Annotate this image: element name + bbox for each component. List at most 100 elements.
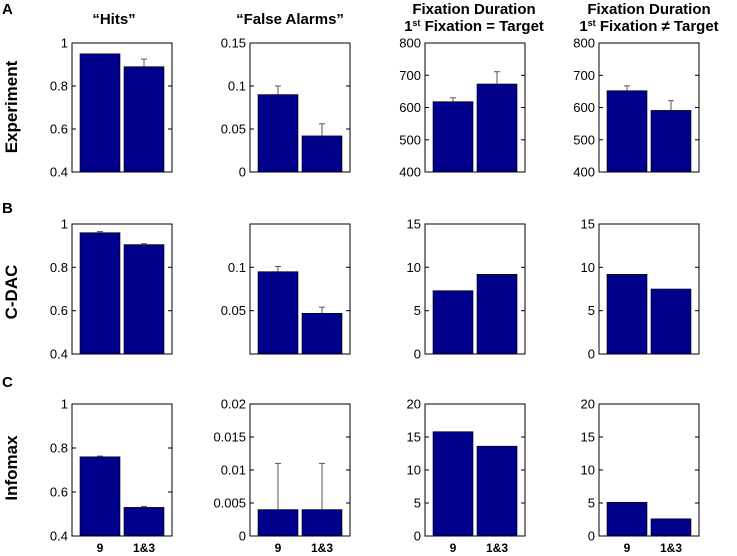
y-tick-label: 0.1 xyxy=(228,260,246,275)
x-tick-label: 1&3 xyxy=(133,541,155,555)
y-tick-label: 0 xyxy=(414,347,421,362)
panel-experiment-2: 0 0.05 0.1 0.15 xyxy=(221,36,351,180)
bar-9 xyxy=(606,273,648,355)
y-tick-label: 0.015 xyxy=(213,430,246,445)
y-tick-label: 0.8 xyxy=(50,441,68,456)
row-label-cdac: C-DAC xyxy=(2,265,21,320)
column-subtitle-fixation-target: 1st Fixation = Target xyxy=(404,18,544,35)
y-tick-label: 1 xyxy=(61,36,68,51)
bar-1-3 xyxy=(301,312,343,355)
y-tick-label: 0.1 xyxy=(228,79,246,94)
y-tick-label: 0 xyxy=(239,165,246,180)
panel-infomax-1: 0.4 0.6 0.8 1 9 1&3 xyxy=(50,397,173,555)
y-tick-label: 5 xyxy=(588,496,595,511)
panel-experiment-1: 0.4 0.6 0.8 1 xyxy=(50,36,173,180)
axes-box xyxy=(249,223,351,355)
panel-experiment-4: 400 500 600 700 800 xyxy=(573,36,700,180)
bar-9 xyxy=(606,90,648,173)
column-title-fixation-nontarget: Fixation Duration xyxy=(587,1,710,18)
bar-1-3 xyxy=(301,135,343,173)
column-title-hits: “Hits” xyxy=(92,11,135,28)
y-tick-label: 0.6 xyxy=(50,122,68,137)
y-tick-label: 700 xyxy=(573,68,595,83)
axes-box xyxy=(249,42,351,173)
y-tick-label: 10 xyxy=(581,463,595,478)
bar-1-3 xyxy=(123,507,165,537)
y-tick-label: 0 xyxy=(588,529,595,544)
column-subtitle-fixation-nontarget: 1st Fixation ≠ Target xyxy=(579,18,718,35)
y-tick-label: 800 xyxy=(399,36,421,51)
y-tick-label: 0.01 xyxy=(221,463,246,478)
bar-9 xyxy=(606,501,648,537)
bar-1-3 xyxy=(650,288,692,355)
y-tick-label: 0.05 xyxy=(221,303,246,318)
y-tick-label: 1 xyxy=(61,217,68,232)
bar-9 xyxy=(79,232,121,355)
bar-9 xyxy=(257,94,299,173)
y-tick-label: 0 xyxy=(588,347,595,362)
bar-1-3 xyxy=(123,66,165,173)
y-tick-label: 20 xyxy=(581,397,595,412)
panel-c-dac-4: 0 5 10 15 xyxy=(581,217,700,362)
y-tick-label: 500 xyxy=(399,132,421,147)
panel-infomax-4: 0 5 10 15 20 9 1&3 xyxy=(581,397,700,555)
panel-letter-c: C xyxy=(2,374,13,391)
y-tick-label: 0 xyxy=(239,529,246,544)
y-tick-label: 15 xyxy=(581,217,595,232)
y-tick-label: 5 xyxy=(588,303,595,318)
y-tick-label: 400 xyxy=(573,165,595,180)
y-tick-label: 500 xyxy=(573,132,595,147)
x-tick-label: 1&3 xyxy=(311,541,333,555)
y-tick-label: 600 xyxy=(399,100,421,115)
axes-box xyxy=(71,403,173,537)
panel-experiment-3: 400 500 600 700 800 xyxy=(399,36,526,180)
axes-box xyxy=(598,223,700,355)
x-tick-label: 1&3 xyxy=(486,541,508,555)
column-title-fixation-target: Fixation Duration xyxy=(412,1,535,18)
x-tick-label: 1&3 xyxy=(660,541,682,555)
bar-1-3 xyxy=(123,244,165,355)
y-tick-label: 0.4 xyxy=(50,529,68,544)
y-tick-label: 15 xyxy=(407,217,421,232)
y-tick-label: 10 xyxy=(581,260,595,275)
bar-9 xyxy=(79,53,121,173)
x-tick-label: 9 xyxy=(450,541,457,555)
bar-9 xyxy=(432,290,474,355)
x-tick-label: 9 xyxy=(624,541,631,555)
bar-9 xyxy=(257,509,299,537)
axes-box xyxy=(71,42,173,173)
y-tick-label: 600 xyxy=(573,100,595,115)
y-tick-label: 5 xyxy=(414,496,421,511)
y-tick-label: 700 xyxy=(399,68,421,83)
y-tick-label: 800 xyxy=(573,36,595,51)
bar-1-3 xyxy=(650,518,692,537)
panel-c-dac-1: 0.4 0.6 0.8 1 xyxy=(50,217,173,362)
bar-1-3 xyxy=(301,509,343,537)
column-title-false-alarms: “False Alarms” xyxy=(236,11,344,28)
y-tick-label: 10 xyxy=(407,463,421,478)
x-tick-label: 9 xyxy=(275,541,282,555)
bar-9 xyxy=(257,271,299,355)
bar-9 xyxy=(432,431,474,537)
y-tick-label: 0.05 xyxy=(221,122,246,137)
panel-c-dac-2: 0.05 0.1 xyxy=(221,223,351,355)
bar-1-3 xyxy=(476,445,518,537)
x-tick-label: 9 xyxy=(97,541,104,555)
y-tick-label: 400 xyxy=(399,165,421,180)
y-tick-label: 1 xyxy=(61,397,68,412)
bar-1-3 xyxy=(476,273,518,355)
y-tick-label: 0.6 xyxy=(50,303,68,318)
y-tick-label: 0.005 xyxy=(213,496,246,511)
panel-infomax-2: 0 0.005 0.01 0.015 0.02 9 1&3 xyxy=(213,397,351,555)
y-tick-label: 15 xyxy=(407,430,421,445)
panel-infomax-3: 0 5 10 15 20 9 1&3 xyxy=(407,397,526,555)
panel-letter-b: B xyxy=(2,200,13,217)
row-label-experiment: Experiment xyxy=(2,60,21,153)
panel-letter-a: A xyxy=(2,1,13,18)
y-tick-label: 20 xyxy=(407,397,421,412)
bar-9 xyxy=(432,101,474,173)
y-tick-label: 0 xyxy=(414,529,421,544)
y-tick-label: 0.4 xyxy=(50,347,68,362)
row-label-infomax: Infomax xyxy=(2,435,21,501)
y-tick-label: 0.02 xyxy=(221,397,246,412)
